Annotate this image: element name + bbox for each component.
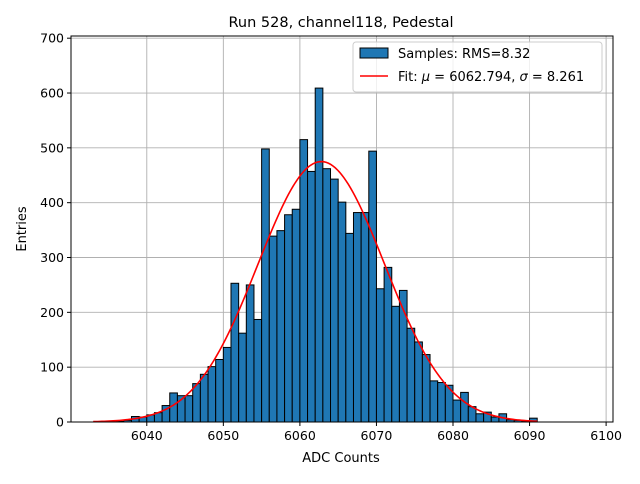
x-tick-label: 6100 xyxy=(590,428,622,443)
histogram-bar xyxy=(215,358,224,423)
histogram-bar xyxy=(330,178,339,423)
histogram-bar xyxy=(253,318,263,423)
x-tick-label: 6090 xyxy=(514,428,546,443)
y-axis-ticks: 0 100 200 300 400 500 600 700 xyxy=(40,31,71,430)
histogram-bar xyxy=(429,380,439,423)
histogram-bar xyxy=(337,201,347,423)
histogram-bar xyxy=(437,382,446,423)
histogram-bar xyxy=(375,288,385,423)
histogram-bar xyxy=(268,235,278,423)
legend-box xyxy=(352,41,603,93)
histogram-bar xyxy=(299,139,309,423)
histogram-bar xyxy=(406,327,416,423)
y-tick-label: 200 xyxy=(40,305,64,320)
histogram-bar xyxy=(276,230,286,423)
legend-label-samples: Samples: RMS=8.32 xyxy=(398,47,530,62)
histogram-bar xyxy=(284,214,293,423)
x-axis-ticks: 6040 6050 6060 6070 6080 6090 6100 xyxy=(131,422,622,443)
legend: Samples: RMS=8.32 Fit: μ = 6062.794, σ =… xyxy=(352,41,603,93)
histogram-bar xyxy=(460,391,469,423)
plot-frame xyxy=(70,35,614,423)
histogram-bar xyxy=(307,170,316,423)
histogram-bar xyxy=(207,366,217,423)
histogram-bar xyxy=(352,212,362,423)
histogram-bar xyxy=(238,332,247,423)
histogram-bar xyxy=(192,383,201,423)
y-tick-label: 400 xyxy=(40,195,64,210)
histogram-bar xyxy=(421,354,431,423)
chart-title: Run 528, channel118, Pedestal xyxy=(228,15,453,31)
histogram-bar xyxy=(230,282,240,423)
y-tick-label: 700 xyxy=(40,31,64,46)
x-axis-label: ADC Counts xyxy=(302,451,380,466)
x-tick-label: 6050 xyxy=(207,428,239,443)
histogram-bar xyxy=(452,399,462,423)
gaussian-fit-line xyxy=(93,160,538,423)
y-tick-label: 300 xyxy=(40,250,64,265)
histogram-bar xyxy=(391,305,400,423)
y-tick-label: 0 xyxy=(56,415,64,430)
x-tick-label: 6070 xyxy=(361,428,393,443)
histogram-bar xyxy=(345,232,354,423)
histogram-bar xyxy=(291,208,301,423)
histogram-bar xyxy=(184,395,194,423)
x-tick-label: 6040 xyxy=(131,428,163,443)
y-axis-label: Entries xyxy=(15,206,30,252)
histogram-bar xyxy=(414,341,423,423)
y-tick-label: 500 xyxy=(40,140,64,155)
histogram-bar xyxy=(314,87,324,423)
x-tick-label: 6080 xyxy=(437,428,469,443)
y-tick-label: 100 xyxy=(40,360,64,375)
histogram-bar xyxy=(475,413,485,423)
histogram-bar xyxy=(245,284,255,423)
histogram-bar xyxy=(490,416,500,423)
histogram-bar xyxy=(368,150,377,423)
histogram-bar xyxy=(261,148,270,423)
histogram-bar xyxy=(360,212,370,423)
histogram-bars xyxy=(115,87,538,423)
histogram-bar xyxy=(199,373,209,423)
y-tick-label: 600 xyxy=(40,86,64,101)
x-tick-label: 6060 xyxy=(284,428,316,443)
histogram-bar xyxy=(383,266,393,423)
histogram-bar xyxy=(222,346,232,423)
legend-label-fit: Fit: μ = 6062.794, σ = 8.261 xyxy=(398,70,584,85)
histogram-bar xyxy=(322,168,332,423)
grid-lines xyxy=(71,36,613,423)
legend-swatch-samples xyxy=(359,47,389,59)
